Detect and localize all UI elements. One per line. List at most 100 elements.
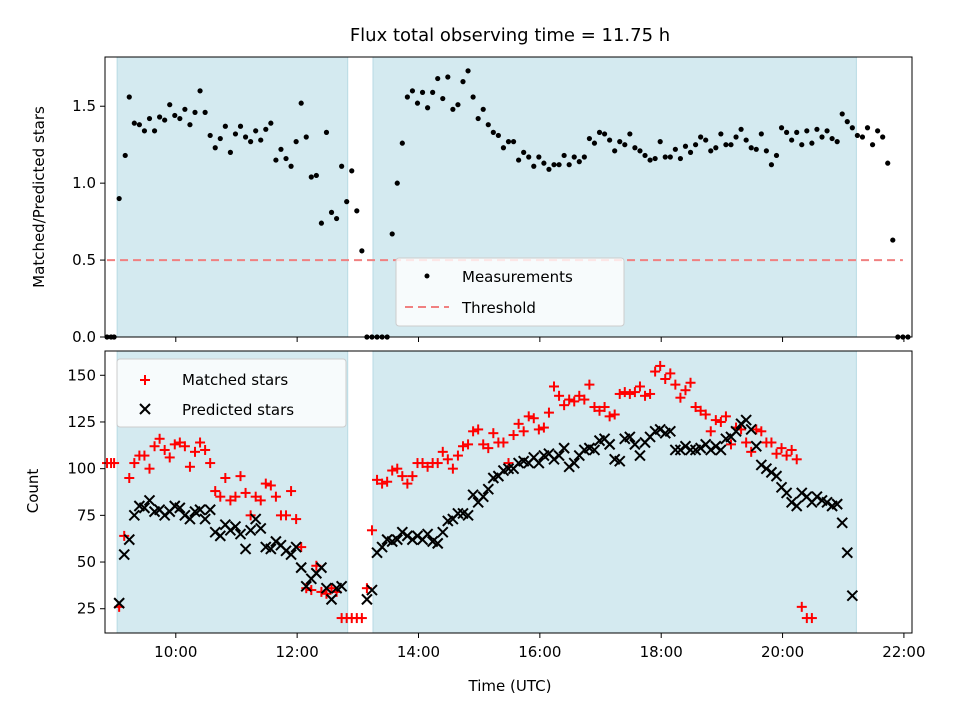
measurement-point [834, 139, 840, 145]
matched-star-point [771, 448, 782, 459]
matched-star-point [230, 491, 241, 502]
measurement-point [657, 139, 663, 145]
matched-star-point [432, 458, 443, 469]
matched-star-point [129, 458, 140, 469]
matched-star-point [377, 478, 388, 489]
observing-interval [372, 350, 857, 634]
measurement-point [607, 137, 613, 143]
measurement-point [344, 199, 350, 205]
measurement-point [677, 155, 684, 162]
measurement-point [773, 152, 780, 159]
measurement-point [799, 142, 805, 148]
matched-star-point [164, 452, 175, 463]
measurement-point [642, 152, 648, 159]
matched-star-point [240, 487, 251, 498]
matched-star-point [286, 486, 297, 497]
measurement-point [875, 128, 881, 134]
measurement-point [278, 146, 284, 152]
predicted-star-point [113, 597, 125, 609]
measurement-point [399, 140, 405, 146]
predicted-star-point [432, 537, 444, 550]
measurement-point [844, 119, 850, 125]
matched-star-point [154, 433, 165, 444]
matched-star-point [705, 426, 716, 437]
measurement-point [445, 74, 451, 80]
predicted-star-point [568, 457, 580, 469]
matched-star-point [710, 415, 721, 426]
matched-star-point [508, 430, 519, 441]
matched-star-point [660, 374, 671, 385]
legend-predicted-marker [139, 403, 151, 415]
measurement-point [864, 125, 871, 131]
predicted-star-point [234, 528, 247, 540]
measurement-point [202, 109, 208, 115]
matched-star-point [397, 471, 408, 482]
measurement-point [283, 155, 289, 162]
measurement-point [207, 132, 213, 139]
measurement-point [662, 154, 668, 160]
measurement-point [546, 166, 552, 172]
matched-star-point [720, 411, 731, 422]
matched-star-point [589, 402, 600, 413]
measurement-point [136, 122, 142, 128]
predicted-star-points [113, 414, 859, 609]
measurement-point [824, 128, 830, 134]
count-y-axis-label: Count [24, 469, 42, 514]
matched-star-point [543, 407, 554, 418]
measurement-point [571, 154, 577, 160]
measurement-point [157, 114, 163, 120]
x-axis-label: Time (UTC) [468, 677, 552, 695]
legend-predicted-label: Predicted stars [182, 401, 294, 419]
measurement-point [359, 248, 365, 254]
y-tick-label: 50 [77, 553, 96, 571]
matched-star-point [442, 454, 453, 465]
matched-star-point [149, 441, 160, 452]
measurement-point [404, 94, 410, 100]
measurement-point [713, 145, 719, 151]
predicted-star-point [143, 494, 156, 507]
matched-star-point [452, 450, 463, 461]
matched-star-point [650, 366, 661, 377]
matched-star-point [559, 400, 570, 411]
measurement-point [430, 89, 436, 95]
predicted-star-point [502, 462, 515, 475]
measurement-point [672, 146, 678, 152]
measurement-point [495, 132, 501, 139]
measurement-point [268, 120, 274, 126]
measurement-point [809, 140, 815, 146]
matched-star-point [483, 443, 494, 454]
measurement-point [541, 160, 547, 166]
matched-star-point [296, 542, 307, 553]
measurement-point [778, 125, 785, 131]
matched-star-point [184, 461, 195, 472]
measurement-point [126, 94, 132, 100]
predicted-star-point [128, 509, 141, 522]
measurement-point [328, 209, 335, 215]
measurement-point [450, 106, 456, 112]
ratio-y-axis-label: Matched/Predicted stars [30, 106, 48, 288]
measurement-point [192, 109, 198, 115]
measurement-point [318, 220, 325, 226]
measurement-point [849, 125, 855, 131]
predicted-star-point [462, 509, 474, 522]
ratio-legend: Measurements Threshold [395, 257, 625, 327]
measurement-point [227, 149, 233, 155]
matched-star-point [579, 394, 590, 405]
measurement-point [131, 120, 137, 126]
measurement-point [424, 105, 431, 111]
predicted-star-point [603, 438, 616, 451]
measurement-point [581, 154, 587, 160]
measurement-point [687, 149, 694, 155]
predicted-star-point [745, 423, 757, 436]
matched-star-point [124, 472, 135, 483]
predicted-star-point [255, 522, 267, 535]
measurement-point [237, 123, 244, 129]
measurement-point [217, 135, 223, 142]
matched-star-point [321, 588, 332, 599]
predicted-star-point [684, 444, 697, 456]
measurement-point [738, 126, 744, 132]
measurement-point [718, 131, 724, 137]
measurement-point [667, 154, 673, 160]
matched-star-point [680, 385, 691, 396]
measurement-point [789, 137, 795, 143]
